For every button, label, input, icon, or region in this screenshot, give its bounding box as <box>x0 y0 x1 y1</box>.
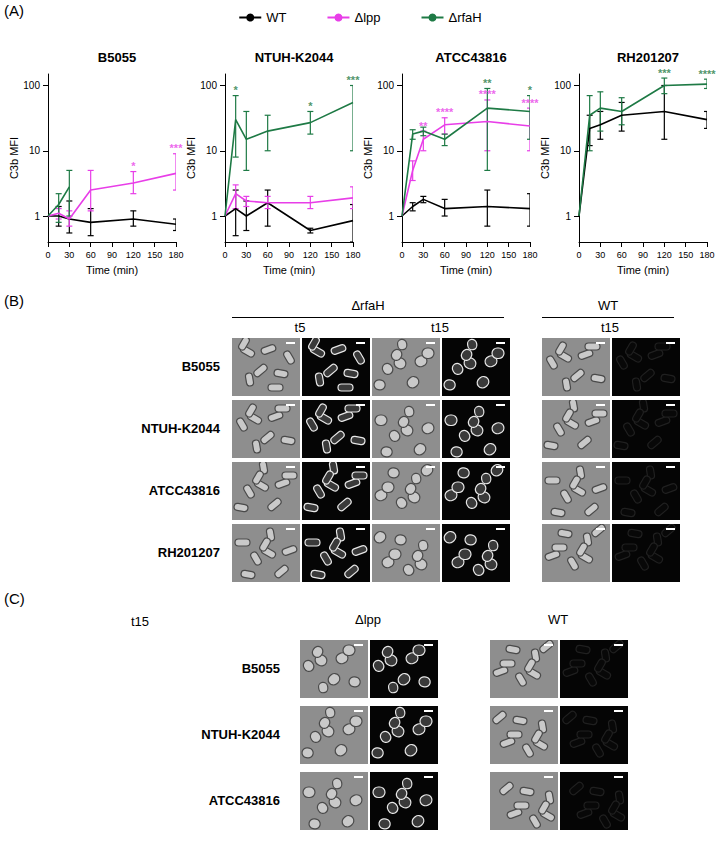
svg-text:150: 150 <box>324 250 339 260</box>
svg-text:150: 150 <box>147 250 162 260</box>
svg-text:***: *** <box>658 67 672 79</box>
svg-text:****: **** <box>479 88 497 100</box>
svg-text:ATCC43816: ATCC43816 <box>435 50 506 65</box>
svg-text:C3b MFI: C3b MFI <box>362 137 374 179</box>
svg-text:10: 10 <box>560 145 572 156</box>
html-text:t15: t15 <box>431 320 449 335</box>
svg-text:30: 30 <box>595 250 605 260</box>
svg-text:1: 1 <box>388 211 394 222</box>
svg-text:*: * <box>234 84 239 96</box>
svg-text:60: 60 <box>617 250 627 260</box>
html-text:(B): (B) <box>4 292 24 309</box>
html-text:B5055: B5055 <box>241 661 280 676</box>
svg-text:*: * <box>308 100 313 112</box>
svg-text:**: ** <box>483 77 492 89</box>
svg-text:ΔrfaH: ΔrfaH <box>449 10 482 25</box>
svg-text:60: 60 <box>440 250 450 260</box>
html-text:B5055: B5055 <box>181 359 220 374</box>
svg-text:0: 0 <box>222 250 227 260</box>
html-text:t5: t5 <box>294 320 306 335</box>
html-text:WT: WT <box>547 612 569 627</box>
svg-text:120: 120 <box>480 250 495 260</box>
svg-text:90: 90 <box>461 250 471 260</box>
svg-text:60: 60 <box>86 250 96 260</box>
svg-text:30: 30 <box>64 250 74 260</box>
svg-text:30: 30 <box>241 250 251 260</box>
svg-text:150: 150 <box>678 250 693 260</box>
svg-text:90: 90 <box>284 250 294 260</box>
svg-text:10: 10 <box>383 145 395 156</box>
svg-text:*: * <box>131 160 136 172</box>
svg-text:**: ** <box>419 120 428 132</box>
svg-text:180: 180 <box>345 250 360 260</box>
svg-text:100: 100 <box>200 80 217 91</box>
svg-text:B5055: B5055 <box>98 50 136 65</box>
svg-text:1: 1 <box>565 211 571 222</box>
svg-text:C3b MFI: C3b MFI <box>539 137 551 179</box>
svg-text:****: **** <box>436 106 454 118</box>
svg-text:100: 100 <box>377 80 394 91</box>
html-text:t15: t15 <box>601 320 619 335</box>
svg-text:180: 180 <box>699 250 714 260</box>
svg-text:60: 60 <box>263 250 273 260</box>
html-text:t15: t15 <box>131 614 149 629</box>
svg-text:0: 0 <box>576 250 581 260</box>
svg-text:100: 100 <box>554 80 571 91</box>
svg-text:Time (min): Time (min) <box>86 264 138 276</box>
svg-text:C3b MFI: C3b MFI <box>8 137 20 179</box>
svg-text:180: 180 <box>168 250 183 260</box>
html-text:ATCC43816: ATCC43816 <box>208 793 280 808</box>
svg-text:90: 90 <box>107 250 117 260</box>
svg-text:C3b MFI: C3b MFI <box>185 137 197 179</box>
svg-text:10: 10 <box>29 145 41 156</box>
html-text:ΔrfaH: ΔrfaH <box>351 298 385 313</box>
svg-text:***: *** <box>170 142 184 154</box>
html-text:RH201207: RH201207 <box>157 545 220 560</box>
html-text:NTUH-K2044: NTUH-K2044 <box>141 421 220 436</box>
svg-text:180: 180 <box>522 250 537 260</box>
html-text:ATCC43816: ATCC43816 <box>148 483 220 498</box>
svg-text:*: * <box>528 84 533 96</box>
svg-text:Time (min): Time (min) <box>617 264 669 276</box>
svg-text:100: 100 <box>23 80 40 91</box>
svg-text:120: 120 <box>126 250 141 260</box>
svg-text:Δlpp: Δlpp <box>354 10 380 25</box>
svg-text:150: 150 <box>501 250 516 260</box>
svg-text:120: 120 <box>303 250 318 260</box>
html-text:(C): (C) <box>4 590 25 607</box>
svg-text:***: *** <box>347 74 361 86</box>
html-text:WT: WT <box>597 298 619 313</box>
svg-text:Time (min): Time (min) <box>440 264 492 276</box>
svg-text:Time (min): Time (min) <box>263 264 315 276</box>
svg-text:120: 120 <box>657 250 672 260</box>
html-text:(A): (A) <box>4 2 24 19</box>
html-text:Δlpp: Δlpp <box>355 612 381 627</box>
svg-text:****: **** <box>521 97 539 109</box>
svg-text:NTUH-K2044: NTUH-K2044 <box>255 50 335 65</box>
svg-text:RH201207: RH201207 <box>617 50 679 65</box>
svg-text:0: 0 <box>399 250 404 260</box>
html-text:NTUH-K2044: NTUH-K2044 <box>201 727 280 742</box>
svg-text:WT: WT <box>266 10 286 25</box>
svg-text:1: 1 <box>34 211 40 222</box>
svg-text:90: 90 <box>638 250 648 260</box>
svg-text:0: 0 <box>45 250 50 260</box>
svg-text:****: **** <box>698 68 716 80</box>
svg-text:10: 10 <box>206 145 218 156</box>
svg-text:30: 30 <box>418 250 428 260</box>
svg-text:1: 1 <box>211 211 217 222</box>
